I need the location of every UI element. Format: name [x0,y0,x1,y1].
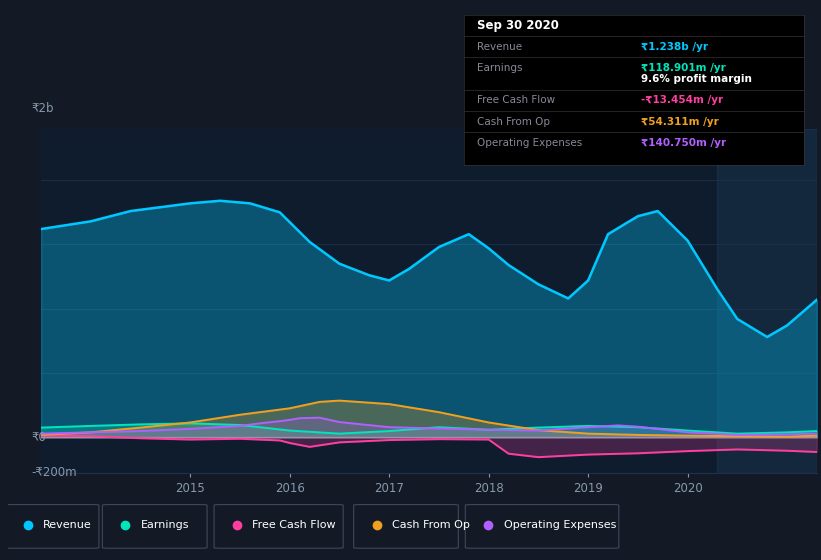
Text: Earnings: Earnings [478,63,523,73]
Text: Operating Expenses: Operating Expenses [504,520,616,530]
Text: Free Cash Flow: Free Cash Flow [253,520,336,530]
Text: 9.6% profit margin: 9.6% profit margin [640,74,751,84]
Text: Earnings: Earnings [141,520,190,530]
Text: ₹2b: ₹2b [32,102,54,115]
Text: Revenue: Revenue [478,42,523,52]
Text: Revenue: Revenue [44,520,92,530]
Text: ₹54.311m /yr: ₹54.311m /yr [640,117,718,127]
Text: ₹140.750m /yr: ₹140.750m /yr [640,138,726,148]
Text: -₹200m: -₹200m [32,466,77,479]
Text: Free Cash Flow: Free Cash Flow [478,95,556,105]
Text: ₹1.238b /yr: ₹1.238b /yr [640,42,708,52]
Text: Operating Expenses: Operating Expenses [478,138,583,148]
Text: -₹13.454m /yr: -₹13.454m /yr [640,95,722,105]
Text: Cash From Op: Cash From Op [478,117,550,127]
Text: ₹0: ₹0 [32,431,47,444]
Text: Cash From Op: Cash From Op [392,520,470,530]
Text: ₹118.901m /yr: ₹118.901m /yr [640,63,726,73]
Text: Sep 30 2020: Sep 30 2020 [478,19,559,32]
Bar [718,129,817,473]
